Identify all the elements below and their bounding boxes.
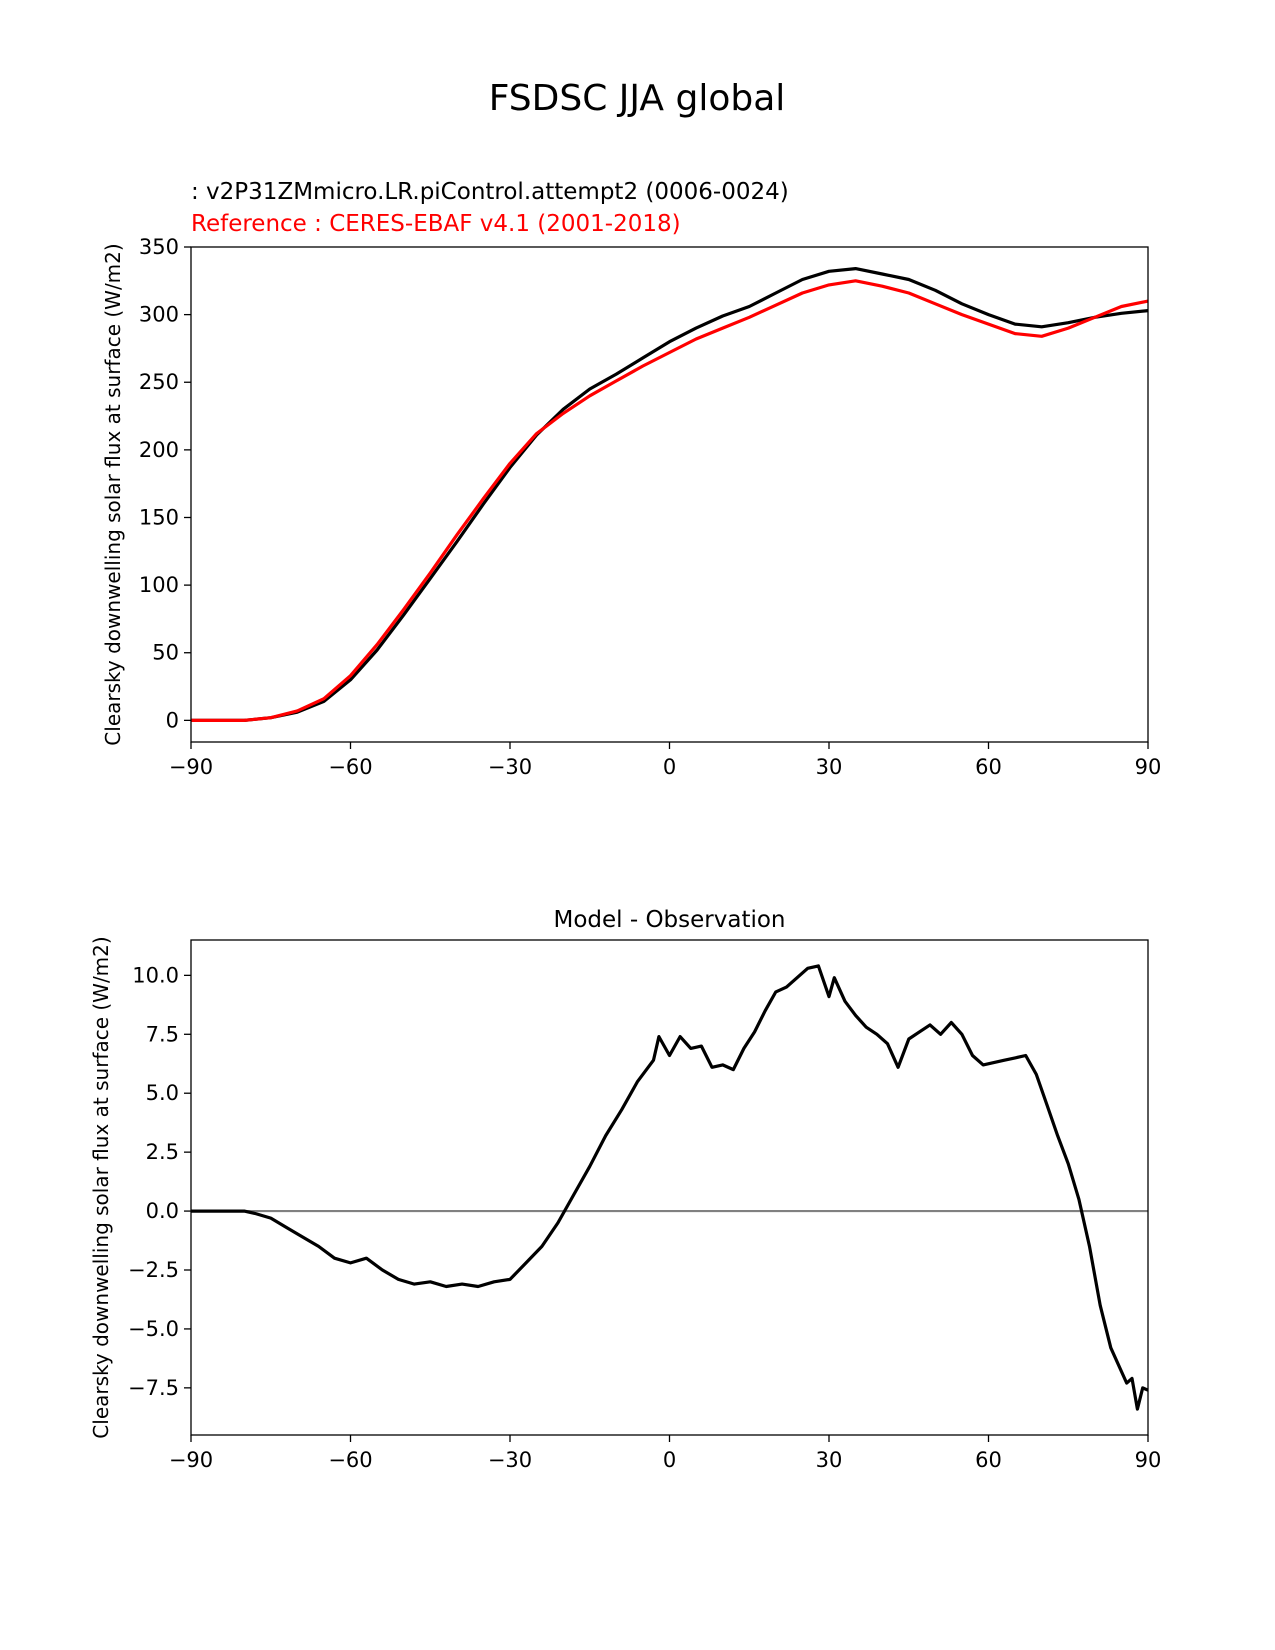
y-tick-label: 0 — [166, 708, 179, 732]
y-tick-label: 5.0 — [146, 1081, 179, 1105]
series-line-test — [191, 267, 1149, 722]
y-axis-label: Clearsky downwelling solar flux at surfa… — [101, 243, 125, 745]
y-tick-label: 2.5 — [146, 1140, 179, 1164]
plot-frame — [190, 246, 1149, 743]
x-tick-label: −90 — [169, 755, 213, 779]
x-tick-label: 90 — [1135, 755, 1162, 779]
y-tick-label: 200 — [139, 438, 179, 462]
y-tick-label: 150 — [139, 505, 179, 529]
x-tick-label: 30 — [816, 1448, 843, 1472]
x-tick-label: 0 — [663, 1448, 676, 1472]
x-tick-label: −60 — [328, 755, 372, 779]
x-tick-label: 30 — [816, 755, 843, 779]
x-tick-label: 90 — [1135, 1448, 1162, 1472]
y-tick-label: 300 — [139, 303, 179, 327]
plot-title: Model - Observation — [553, 907, 785, 933]
y-tick-label: 7.5 — [146, 1022, 179, 1046]
reference-label: Reference : CERES-EBAF v4.1 (2001-2018) — [191, 211, 681, 237]
y-tick-label: 50 — [152, 641, 179, 665]
x-tick-label: −30 — [488, 755, 532, 779]
y-tick-label: 0.0 — [146, 1199, 179, 1223]
x-tick-label: −30 — [488, 1448, 532, 1472]
y-tick-label: 100 — [139, 573, 179, 597]
test-label: : v2P31ZMmicro.LR.piControl.attempt2 (00… — [191, 179, 789, 205]
y-tick-label: 10.0 — [132, 963, 179, 987]
x-tick-label: −90 — [169, 1448, 213, 1472]
y-tick-label: −5.0 — [128, 1317, 179, 1341]
y-axis-label: Clearsky downwelling solar flux at surfa… — [89, 936, 113, 1438]
plot-frame — [190, 939, 1149, 1436]
main-plot: Clearsky downwelling solar flux at surfa… — [101, 235, 1161, 779]
difference-plot: Model - Observation Clearsky downwelling … — [89, 907, 1161, 1472]
series-line-reference — [191, 279, 1149, 722]
y-tick-label: −2.5 — [128, 1258, 179, 1282]
y-tick-label: −7.5 — [128, 1376, 179, 1400]
figure-title: FSDSC JJA global — [489, 78, 786, 119]
x-tick-label: 60 — [975, 1448, 1002, 1472]
y-tick-label: 350 — [139, 235, 179, 259]
y-tick-label: 250 — [139, 370, 179, 394]
x-tick-label: 0 — [663, 755, 676, 779]
series-line-difference — [191, 964, 1149, 1411]
x-tick-label: −60 — [328, 1448, 372, 1472]
x-tick-label: 60 — [975, 755, 1002, 779]
